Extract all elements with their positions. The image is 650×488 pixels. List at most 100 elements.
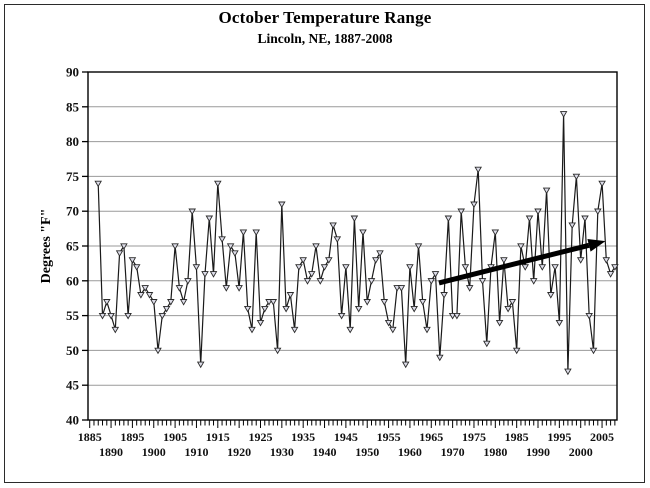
x-tick-label-1985: 1985: [505, 430, 529, 444]
x-tick-label-1915: 1915: [206, 430, 230, 444]
data-point-marker: [440, 292, 448, 299]
data-point-marker: [214, 180, 222, 188]
x-tick-label-1950: 1950: [355, 445, 379, 459]
data-point-marker: [226, 243, 235, 250]
data-point-marker: [103, 299, 111, 306]
data-point-marker: [239, 229, 248, 237]
data-point-marker: [414, 243, 423, 250]
data-point-marker: [401, 361, 410, 369]
data-point-marker: [453, 312, 461, 320]
data-point-marker: [342, 264, 350, 271]
data-point-marker: [290, 326, 299, 334]
data-point-marker: [273, 347, 282, 355]
x-tick-label-1945: 1945: [334, 430, 358, 444]
y-tick-label: 45: [66, 378, 80, 393]
data-point-marker: [465, 285, 474, 292]
data-point-marker: [252, 229, 260, 237]
x-tick-label-1925: 1925: [248, 430, 272, 444]
y-tick-label: 75: [66, 169, 80, 184]
y-tick-label: 60: [66, 273, 79, 288]
data-point-marker: [265, 299, 273, 306]
x-tick-label-1990: 1990: [526, 445, 550, 459]
data-point-marker: [184, 278, 192, 285]
data-point-marker: [107, 312, 115, 320]
data-point-marker: [256, 319, 265, 327]
data-point-marker: [307, 271, 316, 278]
data-point-marker: [350, 215, 359, 223]
data-point-marker: [98, 312, 107, 320]
data-point-marker: [423, 326, 431, 334]
data-point-marker: [517, 243, 525, 250]
data-point-marker: [393, 285, 401, 292]
data-point-marker: [128, 257, 137, 264]
data-point-marker: [470, 201, 478, 209]
data-point-marker: [261, 305, 269, 313]
x-tick-label-1890: 1890: [99, 445, 123, 459]
x-tick-label-1995: 1995: [547, 430, 571, 444]
data-point-marker: [175, 285, 184, 292]
data-point-marker: [359, 229, 367, 237]
data-point-marker: [418, 299, 427, 306]
data-point-marker: [491, 229, 500, 237]
data-point-marker: [410, 305, 418, 313]
data-point-marker: [346, 326, 354, 334]
data-point-marker: [299, 257, 307, 264]
data-point-marker: [474, 166, 482, 174]
data-point-marker: [150, 299, 158, 306]
data-point-marker: [209, 271, 218, 278]
x-tick-label-1930: 1930: [270, 445, 294, 459]
x-tick-label-1935: 1935: [291, 430, 315, 444]
x-tick-label-1955: 1955: [377, 430, 401, 444]
trend-arrow-head: [587, 238, 606, 252]
data-point-marker: [167, 299, 175, 306]
data-point-marker: [581, 215, 589, 223]
data-point-marker: [325, 257, 333, 264]
x-tick-label-1940: 1940: [313, 445, 337, 459]
data-point-marker: [354, 305, 363, 313]
data-point-marker: [337, 312, 346, 320]
data-point-marker: [141, 285, 149, 292]
data-point-marker: [171, 243, 179, 250]
data-point-marker: [235, 285, 243, 292]
x-tick-label-1920: 1920: [227, 445, 251, 459]
data-point-marker: [162, 305, 171, 313]
data-point-marker: [568, 222, 576, 230]
data-point-marker: [269, 299, 278, 306]
data-point-marker: [132, 264, 141, 271]
data-point-marker: [188, 208, 196, 216]
x-tick-label-1905: 1905: [163, 430, 187, 444]
data-point-marker: [94, 180, 102, 188]
data-point-marker: [572, 173, 581, 181]
x-tick-label-2000: 2000: [569, 445, 593, 459]
data-point-marker: [478, 278, 487, 285]
data-point-marker: [521, 264, 529, 271]
data-point-marker: [551, 264, 559, 271]
y-tick-label: 40: [66, 413, 79, 428]
data-point-marker: [564, 368, 572, 376]
x-tick-label-1910: 1910: [184, 445, 208, 459]
data-point-marker: [111, 326, 120, 334]
data-point-marker: [218, 236, 226, 243]
data-point-marker: [389, 326, 397, 334]
data-point-marker: [427, 278, 436, 285]
data-point-marker: [512, 347, 521, 355]
y-tick-label: 65: [66, 239, 80, 254]
data-point-marker: [192, 264, 201, 271]
data-point-marker: [363, 299, 371, 306]
data-point-marker: [329, 222, 337, 230]
data-point-marker: [137, 292, 145, 299]
data-point-marker: [606, 271, 615, 278]
data-point-marker: [376, 250, 384, 257]
data-point-marker: [406, 264, 414, 271]
data-point-marker: [589, 347, 598, 355]
x-tick-label-1965: 1965: [419, 430, 443, 444]
x-tick-label-1960: 1960: [398, 445, 422, 459]
data-point-marker: [316, 278, 325, 285]
data-point-marker: [559, 111, 568, 118]
chart-title: October Temperature Range: [218, 8, 432, 27]
data-point-marker: [529, 278, 538, 285]
y-tick-label: 50: [66, 343, 79, 358]
data-point-marker: [457, 208, 465, 216]
data-point-marker: [436, 354, 444, 362]
